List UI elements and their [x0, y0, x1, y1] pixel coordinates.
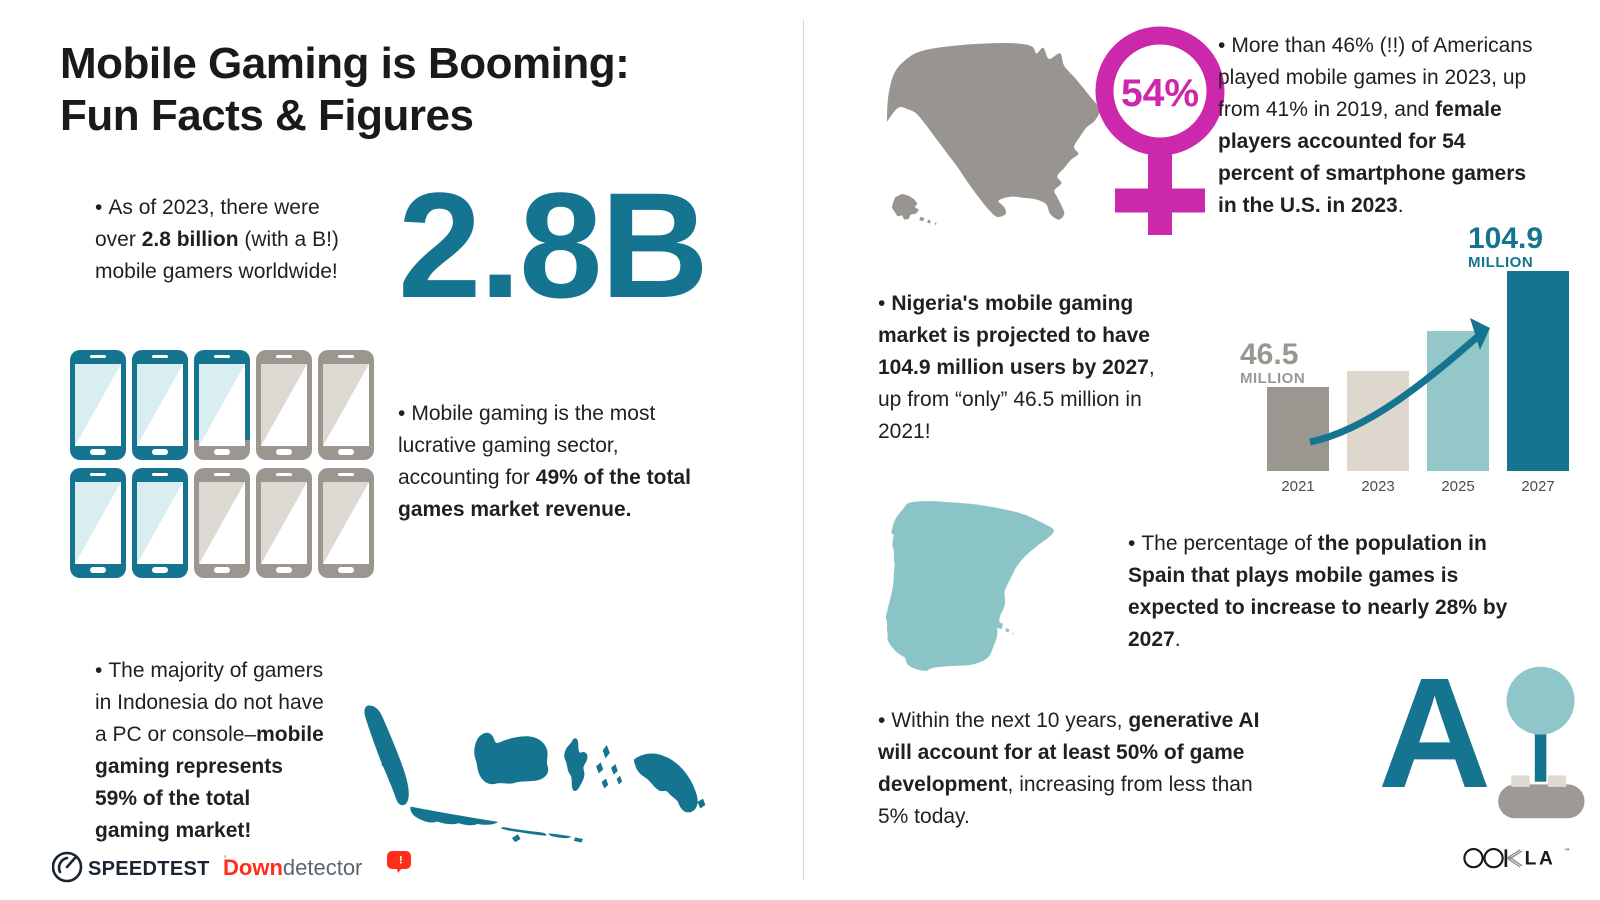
svg-text:A: A — [1539, 849, 1553, 870]
svg-text:!: ! — [399, 855, 403, 867]
svg-text:SPEEDTEST: SPEEDTEST — [88, 858, 210, 880]
svg-text:A: A — [1378, 665, 1491, 820]
svg-text:Downdetector: Downdetector — [223, 855, 362, 880]
svg-text:™: ™ — [1564, 848, 1569, 854]
svg-text:L: L — [1525, 849, 1537, 870]
svg-text:54%: 54% — [1121, 72, 1199, 115]
